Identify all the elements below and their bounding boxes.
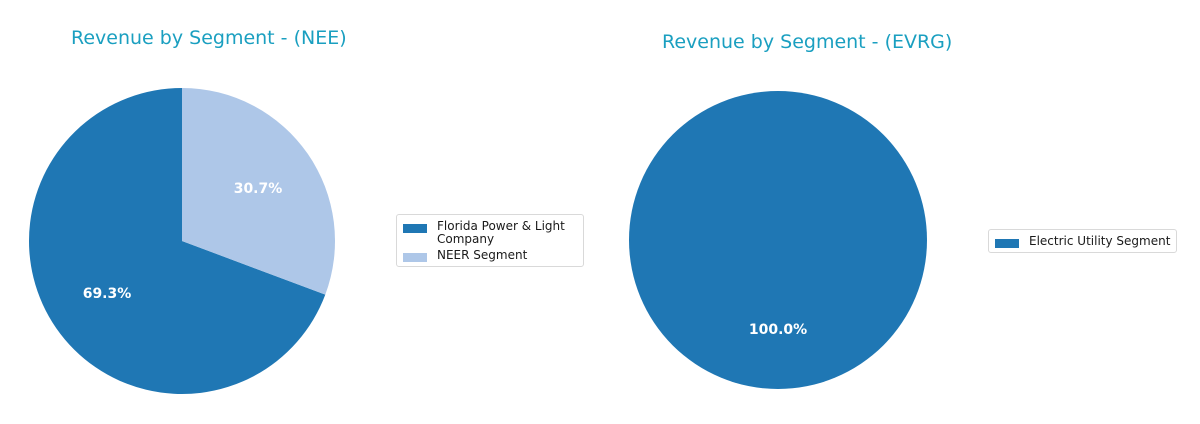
legend-label-neer: NEER Segment bbox=[437, 248, 528, 262]
evrg-chart-panel: Revenue by Segment - (EVRG) 100.0% Elect… bbox=[600, 0, 1200, 424]
legend-label-electric-utility: Electric Utility Segment bbox=[1029, 234, 1171, 248]
legend-label-fpl: Florida Power & Light Company bbox=[437, 219, 565, 246]
nee-legend: Florida Power & Light Company NEER Segme… bbox=[396, 214, 584, 267]
nee-chart-title: Revenue by Segment - (NEE) bbox=[71, 27, 347, 49]
nee-chart-panel: Revenue by Segment - (NEE) 30.7% 69.3% F… bbox=[29, 27, 584, 395]
swatch-fpl bbox=[403, 224, 427, 233]
nee-pie-chart: 30.7% 69.3% bbox=[29, 88, 335, 395]
nee-slice-fpl bbox=[29, 88, 326, 395]
legend-item-neer: NEER Segment bbox=[403, 249, 577, 262]
swatch-neer bbox=[403, 253, 427, 262]
evrg-label-electric-utility: 100.0% bbox=[749, 322, 807, 338]
evrg-legend: Electric Utility Segment bbox=[988, 229, 1178, 253]
legend-item-electric-utility: Electric Utility Segment bbox=[995, 235, 1170, 248]
nee-label-neer: 30.7% bbox=[234, 181, 283, 197]
nee-label-fpl: 69.3% bbox=[83, 286, 132, 302]
evrg-chart-title: Revenue by Segment - (EVRG) bbox=[662, 31, 953, 53]
nee-slice-neer bbox=[182, 88, 335, 295]
evrg-slice-electric-utility bbox=[629, 91, 927, 389]
legend-item-fpl: Florida Power & Light Company bbox=[403, 220, 577, 246]
swatch-electric-utility bbox=[995, 239, 1019, 248]
evrg-pie-chart: 100.0% bbox=[629, 91, 927, 389]
